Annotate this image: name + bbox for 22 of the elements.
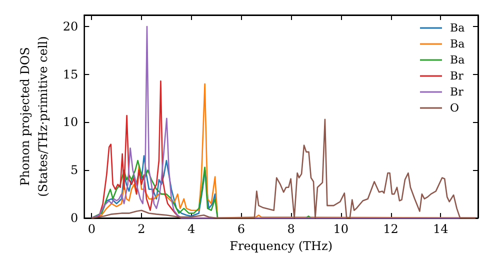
y-tick-label: 5: [70, 163, 78, 178]
legend-label: O: [450, 102, 460, 114]
x-tick-label: 6: [237, 222, 246, 236]
x-axis-title: Frequency (THz): [230, 239, 333, 253]
legend-label: Ba: [450, 22, 466, 34]
x-tick-label: 14: [432, 222, 449, 236]
x-tick-label: 8: [287, 222, 295, 236]
legend-label: Br: [450, 86, 464, 98]
y-tick-label: 20: [62, 19, 78, 34]
x-tick-label: 4: [188, 222, 196, 236]
y-tick-label: 10: [62, 115, 78, 130]
x-tick-label: 0: [88, 222, 96, 236]
x-tick-label: 10: [333, 222, 349, 236]
x-tick-label: 2: [138, 222, 146, 236]
legend-label: Ba: [450, 38, 466, 50]
legend-label: Br: [450, 70, 464, 82]
legend-label: Ba: [450, 54, 466, 66]
y-axis-title: Phonon projected DOS (States/THz·primitive cell): [18, 36, 50, 197]
line-series: [90, 118, 476, 219]
y-tick-label: 15: [62, 67, 78, 82]
y-tick-label: 0: [70, 211, 78, 225]
x-tick-label: 12: [383, 222, 398, 236]
